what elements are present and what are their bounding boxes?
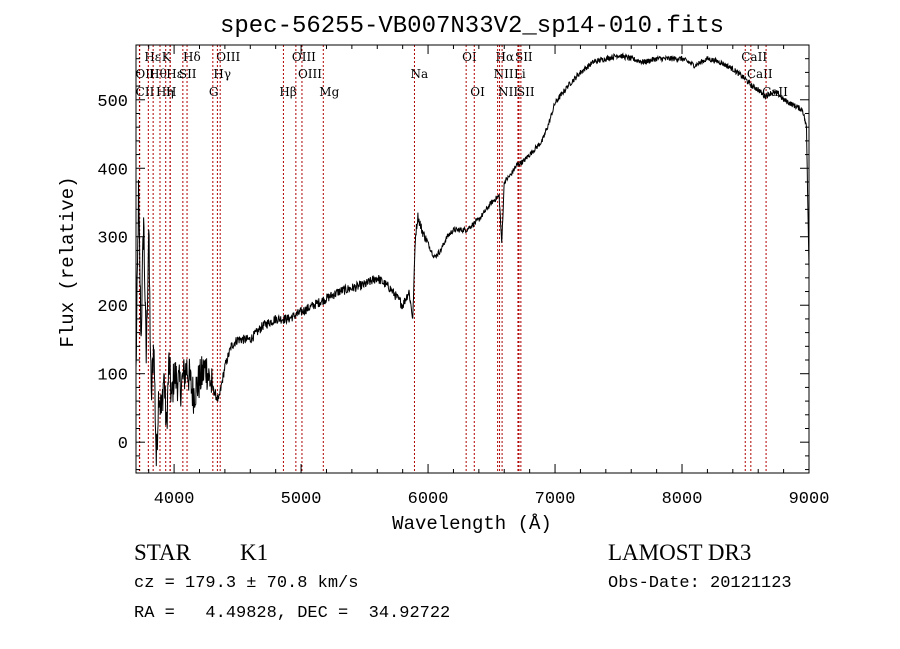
survey-release: LAMOST DR3 (608, 540, 752, 565)
x-tick-label: 7000 (535, 490, 576, 509)
y-tick-label: 300 (97, 230, 128, 249)
line-label-0: Hδ (183, 50, 201, 64)
line-label-6: K (162, 50, 172, 64)
line-label-9: SII (179, 67, 197, 81)
line-label-20: Hα (496, 50, 515, 64)
line-label-17: Na (410, 67, 428, 81)
y-tick-label: 200 (97, 298, 128, 317)
line-label-15: OIII (298, 67, 322, 81)
y-tick-label: 500 (97, 93, 128, 112)
line-label-1: OII (135, 67, 155, 81)
x-tick-label: 4000 (154, 490, 195, 509)
spectral-subclass: K1 (240, 540, 269, 565)
line-label-24: Li (514, 67, 526, 81)
line-label-12: G (209, 85, 219, 99)
x-tick-label: 5000 (281, 490, 322, 509)
axis-ticks: 4000 5000 6000 7000 8000 9000 0 100 200 300 400 500 (97, 45, 829, 509)
plot-frame (135, 44, 810, 474)
spectrum-chart: spec-56255-VB007N33V2_sp14-010.fits Hδ OI… (57, 13, 829, 535)
line-label-25: SII (517, 85, 535, 99)
y-tick-label: 100 (97, 367, 128, 386)
line-label-11: Hγ (213, 67, 231, 81)
line-label-27: CaII (747, 67, 773, 81)
x-tick-label: 8000 (662, 490, 703, 509)
x-tick-label: 9000 (789, 490, 830, 509)
y-tick-label: 0 (118, 435, 128, 454)
line-label-5: Hη (156, 85, 174, 99)
line-label-14: OIII (292, 50, 316, 64)
line-label-21: NII (494, 67, 514, 81)
redshift-readout: cz = 179.3 ± 70.8 km/s (134, 574, 359, 593)
y-tick-label: 400 (97, 161, 128, 180)
line-label-23: SII (515, 50, 533, 64)
line-label-8: H (166, 85, 176, 99)
line-label-22: NII (498, 85, 518, 99)
coordinates-readout: RA = 4.49828, DEC = 34.92722 (134, 604, 451, 623)
object-class: STAR (134, 540, 191, 565)
line-label-13: Hβ (279, 85, 296, 99)
x-axis-label: Wavelength (Å) (392, 513, 552, 535)
observation-date: Obs-Date: 20121123 (608, 574, 792, 593)
line-label-2: CII (136, 85, 155, 99)
emission-line-markers: HδOIICIIHεHθHηKHεHSIIOIIIHγGHβOIIIOIIIMg… (135, 45, 788, 473)
y-axis-label: Flux (relative) (57, 176, 79, 347)
chart-title: spec-56255-VB007N33V2_sp14-010.fits (220, 13, 724, 40)
line-label-19: OI (470, 85, 485, 99)
line-label-4: Hθ (149, 67, 167, 81)
line-label-26: CaII (741, 50, 767, 64)
x-tick-label: 6000 (408, 490, 449, 509)
line-label-16: Mg (319, 85, 339, 99)
line-label-18: OI (462, 50, 477, 64)
line-label-10: OIII (216, 50, 240, 64)
spectrum-line (135, 52, 810, 467)
